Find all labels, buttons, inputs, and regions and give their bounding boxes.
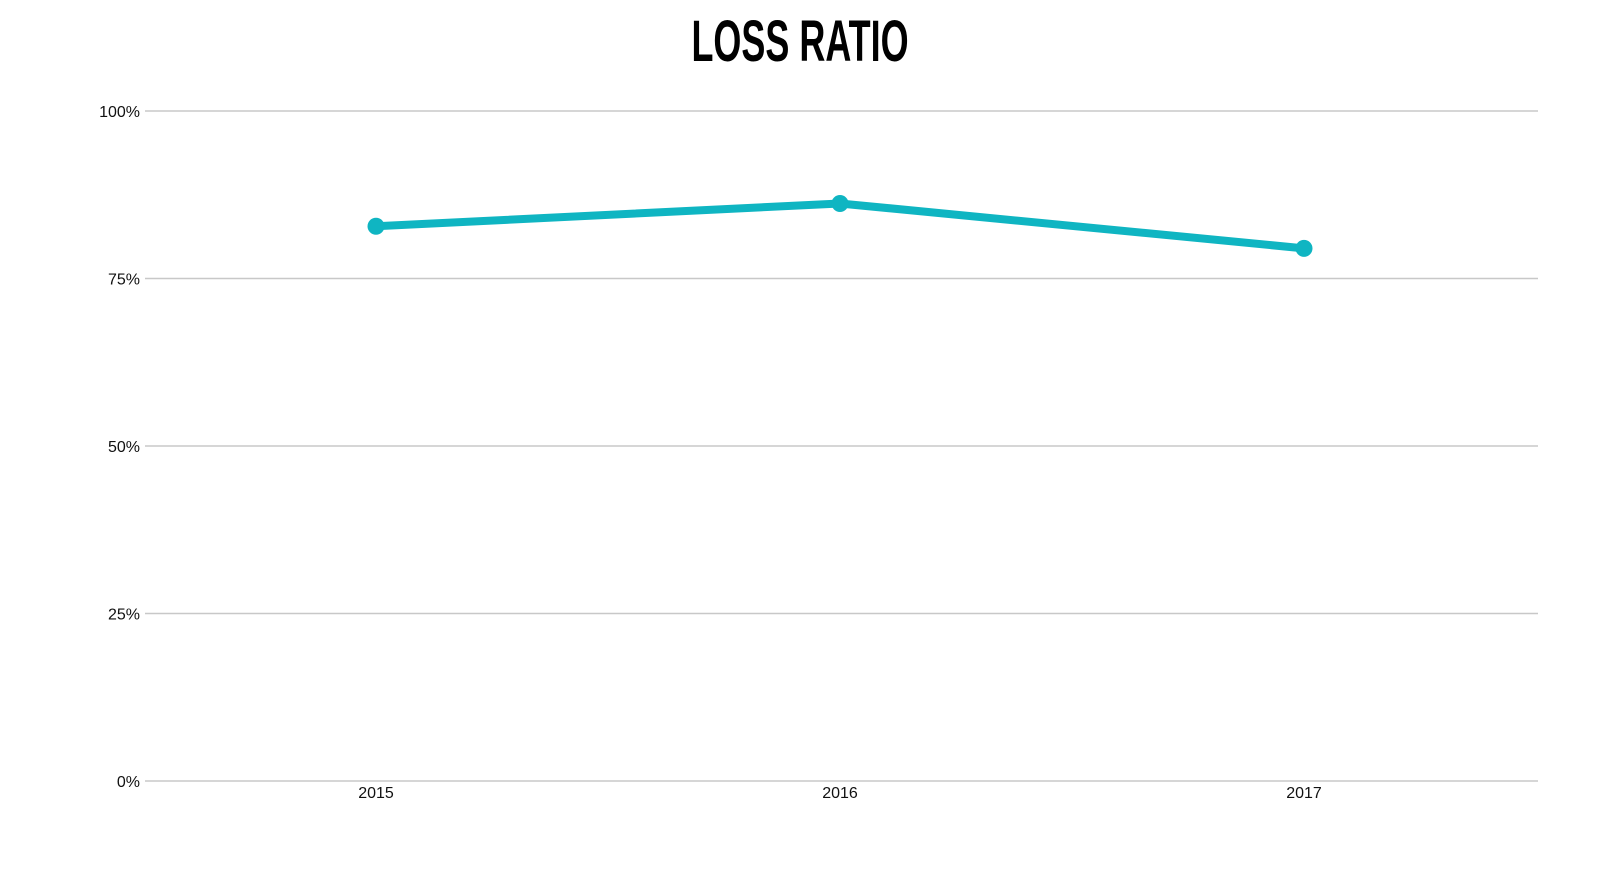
- y-tick-label: 0%: [117, 774, 140, 791]
- data-point: [831, 194, 849, 212]
- y-tick-label: 100%: [99, 104, 140, 121]
- data-point: [1295, 239, 1313, 257]
- y-axis-tick-labels: 0% 25% 50% 75% 100%: [99, 104, 140, 791]
- y-tick-label: 50%: [108, 439, 140, 456]
- data-point: [367, 217, 385, 235]
- x-tick-label: 2015: [358, 785, 394, 802]
- y-tick-label: 25%: [108, 607, 140, 624]
- x-tick-label: 2017: [1286, 785, 1322, 802]
- y-tick-label: 75%: [108, 272, 140, 289]
- chart-title: LOSS RATIO: [691, 9, 909, 74]
- series: [367, 194, 1313, 257]
- x-axis-tick-labels: 2015 2016 2017: [358, 785, 1322, 802]
- gridlines: [145, 110, 1538, 782]
- x-tick-label: 2016: [822, 785, 858, 802]
